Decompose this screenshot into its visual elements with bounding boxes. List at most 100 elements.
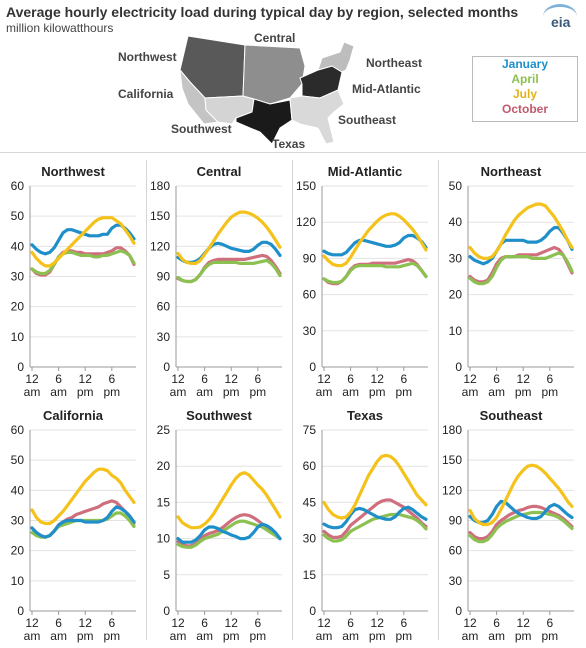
legend-entry-july: July [512,87,537,101]
series-line-july [468,202,574,260]
x-tick-label: 6 [347,372,354,386]
x-tick-label: 12 [225,372,239,386]
panel-divider-2 [292,160,293,640]
x-tick-sublabel: pm [369,629,386,643]
x-tick-sublabel: am [170,385,187,399]
y-tick-label: 120 [442,483,462,497]
x-tick-label: 6 [201,616,208,630]
map-label-texas: Texas [272,137,305,151]
legend-entry-october: October [501,102,548,116]
eia-logo-arc-icon [543,4,577,29]
region-map: Northwest Central Northeast California M… [118,31,422,151]
x-tick-sublabel: am [170,629,187,643]
y-tick-label: 30 [449,251,463,265]
y-tick-label: 150 [442,453,462,467]
map-label-southeast: Southeast [338,113,396,127]
map-region-southeast [289,89,345,145]
series-line-january [322,505,428,530]
y-tick-label: 150 [150,209,170,223]
y-tick-label: 0 [455,604,462,618]
x-tick-label: 6 [400,616,407,630]
x-tick-sublabel: am [488,385,505,399]
panel-divider-1 [146,160,147,640]
eia-logo-text: eia [551,14,571,30]
y-tick-label: 25 [157,423,171,437]
series-line-july [30,467,136,526]
y-tick-label: 10 [11,574,25,588]
x-tick-label: 12 [371,372,385,386]
map-label-mid-atlantic: Mid-Atlantic [352,82,421,96]
x-tick-sublabel: am [196,629,213,643]
x-tick-label: 12 [463,372,477,386]
x-tick-label: 6 [108,616,115,630]
eia-logo: eia [543,4,577,34]
panel-title: Southwest [186,408,252,423]
map-label-california: California [118,87,174,101]
x-tick-sublabel: pm [369,385,386,399]
y-tick-label: 20 [157,459,171,473]
x-tick-label: 12 [517,372,531,386]
x-tick-label: 6 [108,372,115,386]
y-tick-label: 5 [163,568,170,582]
x-tick-sublabel: am [316,385,333,399]
series-line-july [176,471,282,530]
x-tick-sublabel: pm [395,629,412,643]
y-tick-label: 60 [303,459,317,473]
series-line-january [176,240,282,264]
panel-title: Mid-Atlantic [328,164,402,179]
x-tick-label: 6 [254,616,261,630]
y-tick-label: 30 [449,574,463,588]
x-tick-label: 6 [493,616,500,630]
y-tick-label: 50 [11,209,25,223]
y-tick-label: 0 [309,604,316,618]
series-line-april [322,261,428,285]
y-tick-label: 120 [296,215,316,229]
legend: January April July October [472,56,578,122]
x-tick-label: 6 [493,372,500,386]
series-line-july [322,453,428,520]
y-tick-label: 75 [303,423,317,437]
series-line-july [176,210,282,265]
x-tick-sublabel: pm [103,629,120,643]
y-tick-label: 90 [157,270,171,284]
panel-title: Texas [347,408,383,423]
x-tick-label: 12 [517,616,531,630]
y-tick-label: 180 [150,179,170,193]
y-tick-label: 120 [150,239,170,253]
x-tick-label: 6 [546,372,553,386]
y-tick-label: 10 [449,324,463,338]
x-tick-sublabel: pm [515,385,532,399]
x-tick-label: 12 [25,616,39,630]
y-tick-label: 50 [11,453,25,467]
x-tick-label: 12 [225,616,239,630]
series-line-october [322,498,428,539]
x-tick-sublabel: pm [541,385,558,399]
y-tick-label: 30 [157,330,171,344]
x-tick-sublabel: am [24,385,41,399]
x-tick-sublabel: am [488,629,505,643]
y-tick-label: 180 [442,423,462,437]
y-tick-label: 40 [11,483,25,497]
x-tick-sublabel: am [342,629,359,643]
x-tick-label: 6 [254,372,261,386]
series-line-april [176,519,282,549]
x-tick-label: 12 [317,616,331,630]
series-line-july [30,216,136,268]
x-tick-label: 6 [400,372,407,386]
x-tick-sublabel: pm [395,385,412,399]
legend-entry-april: April [511,72,539,86]
y-tick-label: 10 [11,330,25,344]
top-divider [0,152,586,153]
panel-title: Northeast [481,164,542,179]
y-tick-label: 0 [17,604,24,618]
x-tick-sublabel: pm [77,629,94,643]
y-tick-label: 0 [163,604,170,618]
y-tick-label: 150 [296,179,316,193]
y-tick-label: 0 [309,360,316,374]
